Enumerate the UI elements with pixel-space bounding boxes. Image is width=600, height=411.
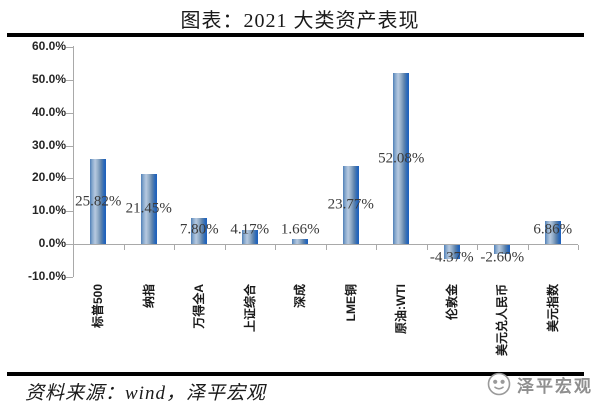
- x-axis-tick-mark: [326, 245, 327, 250]
- bar-9: [494, 245, 510, 254]
- x-axis-category-label: 伦敦金: [445, 284, 459, 321]
- chart-title: 图表：2021 大类资产表现: [180, 10, 420, 32]
- x-axis-category-label: LME铜: [344, 284, 358, 322]
- bar-value-label: -2.60%: [480, 249, 525, 266]
- x-axis-tick-mark: [528, 245, 529, 250]
- y-axis-tick-mark: [66, 178, 73, 179]
- watermark-text: 泽平宏观: [517, 376, 593, 396]
- bottom-divider-rule: [7, 372, 584, 376]
- bar-3: [191, 218, 207, 244]
- y-axis-tick-label: 0.0%: [38, 236, 66, 250]
- watermark: 泽平宏观: [486, 371, 593, 397]
- zeping-logo-icon: [486, 371, 512, 397]
- x-axis-tick-mark: [225, 245, 226, 250]
- y-axis-line: [73, 46, 74, 277]
- x-axis-category-label: 美元指数: [546, 284, 560, 333]
- y-axis-tick-label: 20.0%: [31, 170, 66, 185]
- x-axis-category-label: 万得全A: [192, 284, 206, 329]
- y-axis-tick-mark: [66, 244, 73, 245]
- bar-4: [242, 230, 258, 244]
- bar-7: [393, 73, 409, 244]
- bar-1: [90, 159, 106, 244]
- bar-value-label: 23.77%: [327, 196, 374, 213]
- bar-2: [141, 174, 157, 244]
- top-divider-rule: [7, 33, 584, 37]
- x-axis-tick-mark: [376, 245, 377, 250]
- bar-6: [343, 166, 359, 244]
- bar-value-label: 21.45%: [125, 200, 172, 217]
- bar-value-label: 52.08%: [378, 150, 425, 167]
- x-axis-tick-mark: [275, 245, 276, 250]
- x-axis-line: [73, 244, 578, 245]
- x-axis-category-label: 纳指: [142, 284, 156, 309]
- y-axis-tick-label: 60.0%: [31, 39, 66, 54]
- bar-5: [292, 239, 308, 244]
- y-axis-tick-label: 30.0%: [31, 137, 66, 152]
- bar-10: [545, 221, 561, 244]
- y-axis-tick-label: 50.0%: [31, 72, 66, 86]
- bar-value-label: 25.82%: [75, 193, 122, 210]
- x-axis-category-label: 原油:WTI: [394, 284, 408, 334]
- bar-value-label: 7.80%: [179, 221, 219, 238]
- y-axis-tick-label: 10.0%: [31, 203, 66, 218]
- x-axis-category-label: 标普500: [91, 284, 105, 329]
- bar-value-label: 1.66%: [280, 221, 320, 238]
- y-axis-tick-mark: [66, 80, 73, 81]
- y-axis-tick-mark: [66, 113, 73, 114]
- x-axis-tick-mark: [477, 245, 478, 250]
- source-text: 资料来源：wind，泽平宏观: [25, 383, 266, 404]
- x-axis-tick-mark: [427, 245, 428, 250]
- y-axis-tick-label: -10.0%: [27, 268, 66, 283]
- x-axis-category-label: 上证综合: [243, 284, 257, 333]
- bar-value-label: 4.17%: [230, 221, 270, 238]
- x-axis-category-label: 深成: [293, 284, 307, 309]
- x-axis-tick-mark: [73, 245, 74, 250]
- x-axis-tick-mark: [174, 245, 175, 250]
- y-axis-tick-mark: [66, 146, 73, 147]
- y-axis-tick-mark: [66, 47, 73, 48]
- bar-value-label: -4.37%: [429, 249, 474, 266]
- x-axis-category-label: 美元兑人民币: [495, 284, 509, 357]
- bar-value-label: 6.86%: [533, 221, 573, 238]
- bar-8: [444, 245, 460, 259]
- y-axis-tick-mark: [66, 211, 73, 212]
- x-axis-tick-mark: [578, 245, 579, 250]
- x-axis-tick-mark: [124, 245, 125, 250]
- y-axis-tick-mark: [66, 277, 73, 278]
- y-axis-tick-label: 40.0%: [31, 104, 66, 119]
